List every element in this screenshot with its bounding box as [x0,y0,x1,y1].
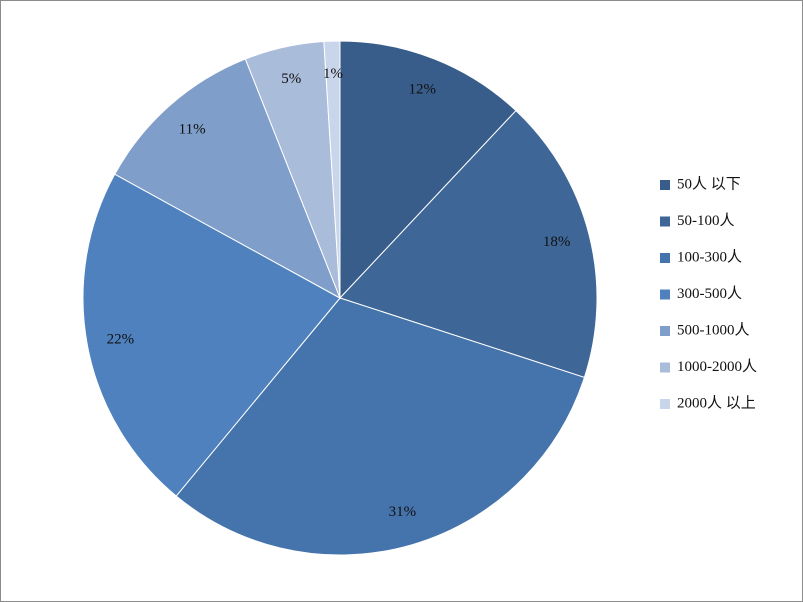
data-label: 1% [323,66,343,82]
legend-label: 50人 以下 [677,175,741,192]
pie-slice [114,58,341,300]
legend-swatch [660,180,670,190]
pie-slice [175,297,586,556]
legend-swatch [660,362,670,373]
legend-swatch [660,326,670,336]
pie-slice [323,40,341,299]
pie-slice [82,173,341,497]
legend-label: 100-300人 [677,248,742,265]
data-label: 5% [281,71,301,87]
legend-label: 500-1000人 [677,321,750,338]
data-label: 18% [543,234,571,250]
pie-slice [339,109,598,379]
data-label: 11% [179,122,206,138]
legend-swatch [660,216,670,227]
data-label: 12% [409,82,437,98]
legend-label: 300-500人 [677,285,742,302]
legend-swatch [660,399,670,409]
data-label: 22% [107,331,135,347]
data-label: 31% [389,504,417,520]
pie-slice [339,40,517,300]
legend-swatch [660,253,670,263]
legend-label: 50-100人 [677,212,735,229]
legend-label: 2000人 以上 [677,394,756,411]
legend-swatch [660,289,670,300]
legend-label: 1000-2000人 [677,358,757,375]
